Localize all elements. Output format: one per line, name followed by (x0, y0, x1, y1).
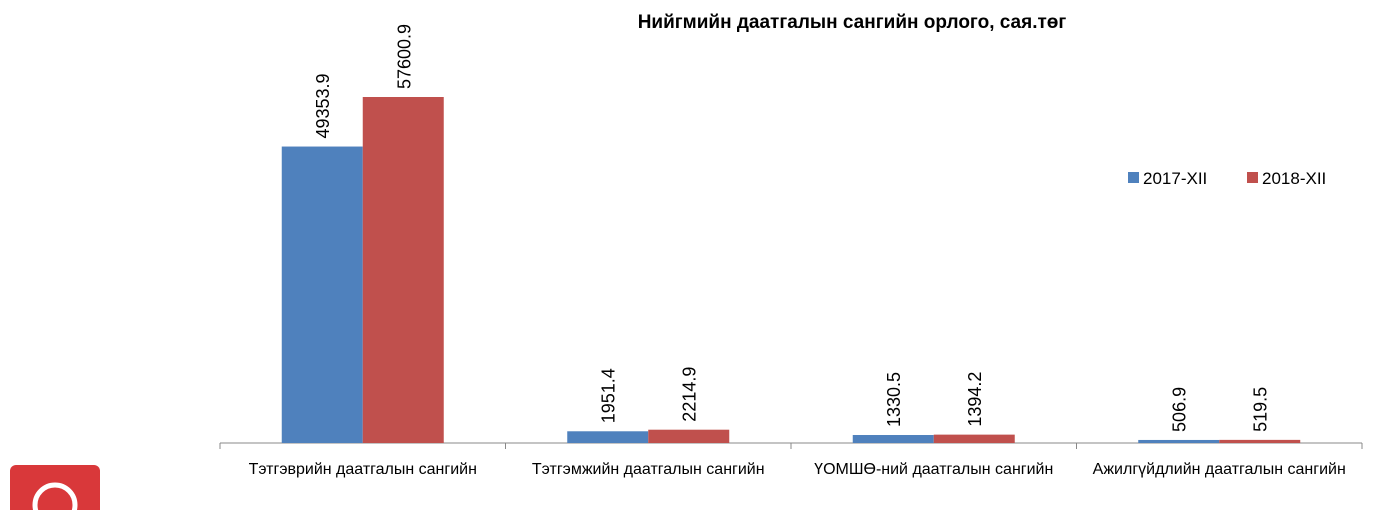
value-label: 506.9 (1170, 387, 1190, 432)
value-label: 1951.4 (599, 368, 619, 423)
legend-swatch (1247, 172, 1258, 183)
bar (852, 435, 934, 443)
legend-label: 2018-XII (1262, 169, 1326, 188)
logo (10, 465, 100, 510)
bar (648, 429, 730, 443)
bar (933, 434, 1015, 443)
x-tick-label: Тэтгэмжийн даатгалын сангийн (531, 461, 765, 478)
bar (567, 431, 649, 443)
x-tick-label: Ажилгүйдлийн даатгалын сангийн (1092, 461, 1346, 478)
bar (1138, 439, 1220, 443)
value-label: 1330.5 (884, 372, 904, 427)
x-tick-label: Тэтгэврийн даатгалын сангийн (248, 461, 477, 478)
bar (1219, 439, 1301, 443)
value-label: 519.5 (1251, 387, 1271, 432)
bar (281, 146, 363, 443)
x-tick-label: ҮОМШӨ-ний даатгалын сангийн (814, 461, 1054, 478)
bar (362, 97, 444, 443)
value-label: 57600.9 (394, 24, 414, 89)
value-label: 2214.9 (680, 367, 700, 422)
logo-ring (32, 482, 78, 510)
value-label: 49353.9 (313, 73, 333, 138)
legend-swatch (1128, 172, 1139, 183)
chart-title: Нийгмийн даатгалын сангийн орлого, сая.т… (638, 12, 1067, 33)
value-label: 1394.2 (965, 372, 985, 427)
legend-label: 2017-XII (1143, 169, 1207, 188)
